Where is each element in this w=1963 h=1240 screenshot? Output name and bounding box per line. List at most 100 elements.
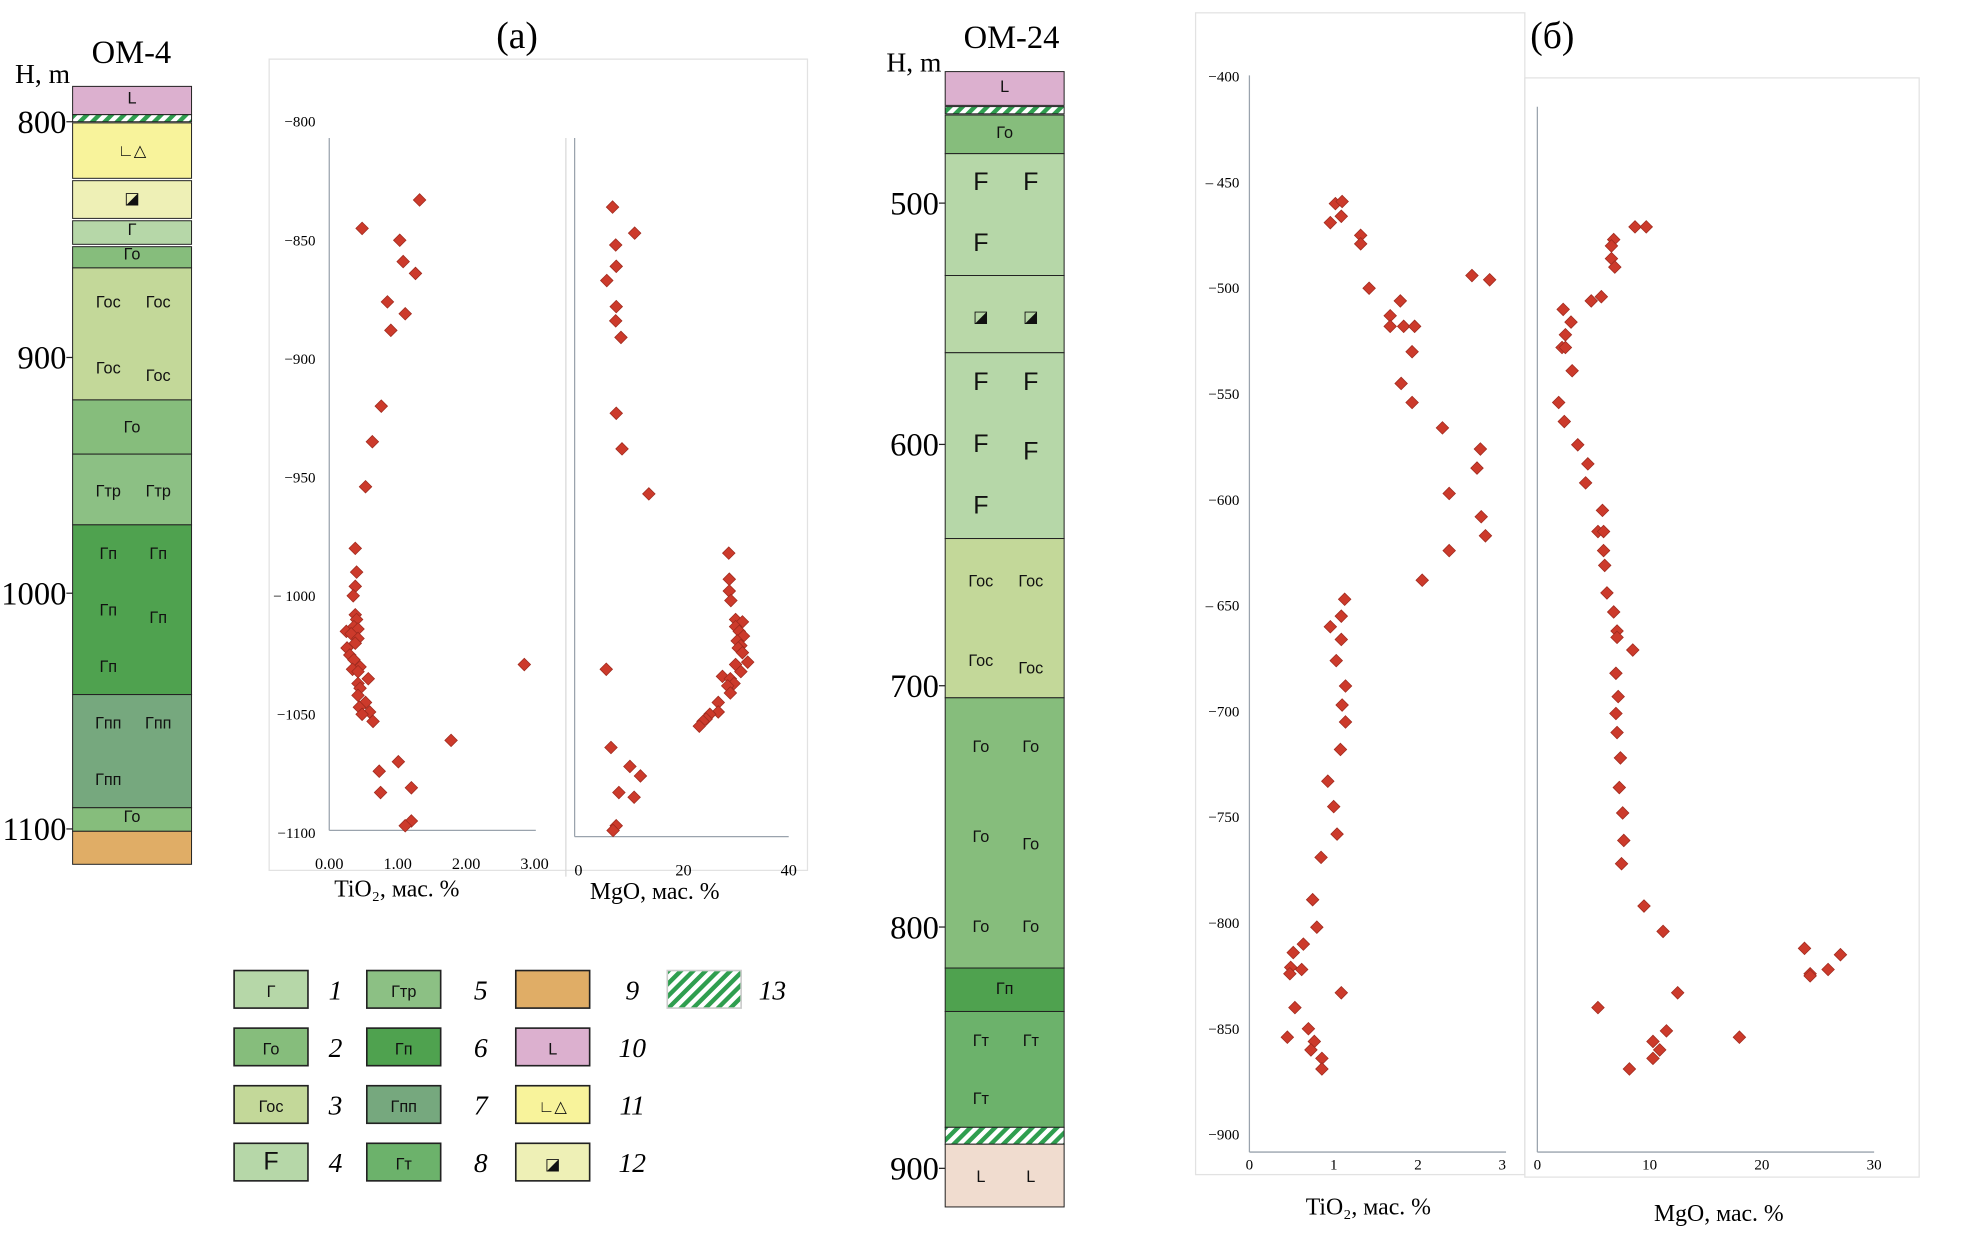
scatter-plot-4: 0 10 20 30 MgO, мас. % — [1534, 106, 1882, 1227]
scatter-plot-3: 0 1 2 3 −400 – 450 −500 −550 −600 – 650 −700 −750 −8… — [1205, 70, 1506, 1221]
data-point — [1659, 1024, 1674, 1038]
lithology-symbol: Гт — [973, 1032, 990, 1050]
data-point — [358, 479, 373, 494]
lithology-symbol: F — [973, 229, 988, 257]
lithology-symbol: Го — [972, 738, 989, 756]
data-point — [1637, 899, 1651, 913]
data-point — [1656, 924, 1670, 939]
lithology-symbol: Гос — [1018, 572, 1043, 590]
column-1: ОМ-4 H, m L ∟△ ◪ Г Го Гос Гос Гос Гос Го Гтр Гтр Гп Гп Г… — [1, 35, 193, 865]
data-point — [1305, 892, 1320, 907]
lithology-symbol: Гос — [968, 572, 993, 590]
data-point — [398, 306, 413, 321]
legend-number: 13 — [759, 974, 787, 1005]
data-point — [612, 785, 626, 800]
lithology-symbol: Гос — [146, 293, 171, 311]
lithology-symbol: Го — [972, 918, 989, 936]
data-point — [1470, 461, 1484, 475]
layer-5 — [72, 453, 193, 526]
lithology-symbol: L — [128, 89, 137, 107]
data-point — [404, 780, 419, 795]
x-tick-label: 3 — [1499, 1158, 1507, 1174]
data-point — [1591, 1000, 1605, 1015]
x-tick-label: 10 — [1642, 1158, 1657, 1174]
data-point — [1315, 1062, 1329, 1076]
data-point — [1833, 947, 1848, 962]
lithology-symbol: Гпп — [95, 715, 121, 733]
data-point — [599, 662, 614, 677]
data-point — [1670, 985, 1685, 1000]
plot-frame-b-tio2 — [1194, 12, 1526, 1176]
legend-swatch — [365, 1084, 442, 1125]
lithology-symbol: Гп — [149, 545, 167, 563]
data-point — [1600, 586, 1614, 600]
data-point — [1323, 619, 1338, 634]
lithology-symbol: Гп — [99, 601, 117, 619]
legend-item-8: Гт 8 — [365, 1142, 488, 1182]
x-tick-label: 0 — [1534, 1158, 1542, 1174]
depth-tick-label: 1100 — [2, 812, 66, 848]
panel-label-a: (a) — [496, 16, 538, 57]
layer-3 — [944, 538, 1065, 699]
depth-tick-label: 700 — [890, 669, 939, 705]
data-point — [1314, 850, 1328, 865]
data-point — [1608, 260, 1622, 274]
legend-item-11: ∟△ 11 — [514, 1084, 645, 1125]
legend-item-10: L 10 — [514, 1027, 646, 1067]
data-point — [1594, 289, 1609, 304]
data-point — [348, 541, 363, 556]
lithology-symbol: L — [976, 1168, 985, 1186]
legend-number: 5 — [474, 974, 488, 1005]
data-point — [609, 259, 624, 274]
legend-number: 3 — [328, 1090, 343, 1121]
data-point — [374, 399, 389, 413]
data-point — [1551, 395, 1566, 410]
y-tick-label: −850 — [1208, 1022, 1239, 1038]
layer-11 — [72, 122, 193, 179]
column-title: ОМ-24 — [964, 20, 1060, 56]
legend-number: 6 — [474, 1032, 488, 1063]
data-point — [1622, 1062, 1637, 1076]
data-point — [1323, 215, 1338, 230]
layer-7 — [72, 694, 193, 809]
data-point — [1304, 1043, 1318, 1057]
x-axis-label: MgO, мас. % — [1654, 1201, 1784, 1227]
layer-12 — [944, 275, 1065, 354]
data-point — [1338, 715, 1353, 729]
data-point — [1581, 457, 1595, 471]
data-point — [1296, 937, 1311, 951]
data-point — [1646, 1034, 1660, 1049]
x-tick-label: 2 — [1414, 1158, 1422, 1174]
depth-tick-label: 800 — [18, 105, 67, 141]
data-point — [609, 299, 624, 314]
x-tick-label: 0 — [574, 861, 582, 879]
data-point — [517, 657, 532, 672]
data-point — [1405, 344, 1419, 359]
data-point — [1465, 268, 1479, 283]
lithology-symbol: ◪ — [124, 189, 139, 207]
data-point — [1383, 319, 1397, 334]
layer-6 — [72, 524, 193, 696]
data-point — [627, 790, 641, 805]
legend-symbol: Гпп — [391, 1098, 417, 1116]
depth-tick-label: 1000 — [1, 576, 66, 612]
data-point — [1596, 543, 1611, 558]
legend-swatch — [233, 1142, 309, 1182]
y-tick-label: −750 — [1208, 810, 1239, 826]
lithology-symbol: Го — [124, 418, 141, 436]
data-point — [1362, 281, 1376, 296]
lithology-symbol: ◪ — [1023, 308, 1038, 326]
x-tick-label: 20 — [675, 861, 691, 879]
lithology-symbol: Го — [1022, 835, 1039, 853]
data-point — [1338, 679, 1353, 693]
data-point — [1334, 985, 1349, 1000]
data-point — [615, 442, 629, 456]
data-point — [1564, 315, 1578, 329]
data-point — [1732, 1030, 1747, 1045]
data-point — [1335, 698, 1349, 712]
lithology-symbol: Го — [972, 828, 989, 846]
legend-swatch — [365, 969, 442, 1009]
layer-1 — [72, 220, 193, 245]
data-point — [1334, 609, 1349, 623]
